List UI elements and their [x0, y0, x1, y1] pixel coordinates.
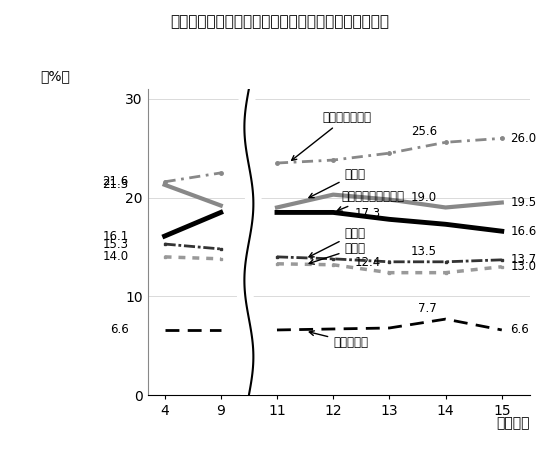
- Text: 15.3: 15.3: [102, 238, 129, 251]
- Text: 13.5: 13.5: [411, 245, 437, 258]
- Text: 13.0: 13.0: [510, 260, 536, 273]
- Text: （%）: （%）: [41, 69, 71, 83]
- Text: （年度）: （年度）: [496, 417, 530, 431]
- Text: 6.6: 6.6: [110, 323, 129, 337]
- Text: 6.6: 6.6: [510, 323, 529, 337]
- Text: 16.6: 16.6: [510, 225, 536, 238]
- Text: 21.3: 21.3: [102, 178, 129, 191]
- Text: 19.5: 19.5: [510, 196, 536, 209]
- Text: 社会保障関係費: 社会保障関係費: [292, 110, 371, 160]
- Text: 26.0: 26.0: [510, 132, 536, 145]
- Text: 教育費: 教育費: [309, 227, 366, 257]
- Text: 産業経済費: 産業経済費: [309, 331, 368, 349]
- Text: 7.7: 7.7: [418, 302, 437, 315]
- Text: 第１図　国・地方を通じる目的別歳出額構成比の推移: 第１図 国・地方を通じる目的別歳出額構成比の推移: [170, 14, 390, 29]
- Text: 17.3: 17.3: [355, 207, 381, 220]
- Text: 12.4: 12.4: [354, 256, 381, 269]
- Text: 21.6: 21.6: [102, 175, 129, 188]
- Text: 19.0: 19.0: [411, 191, 437, 203]
- Text: 13.7: 13.7: [510, 253, 536, 267]
- Text: 国土保全及び開発費: 国土保全及び開発費: [337, 190, 405, 211]
- Text: 14.0: 14.0: [102, 251, 129, 263]
- Text: 公債費: 公債費: [309, 168, 366, 197]
- Text: 機関費: 機関費: [309, 242, 366, 264]
- Text: 16.1: 16.1: [102, 229, 129, 243]
- Text: 25.6: 25.6: [411, 125, 437, 138]
